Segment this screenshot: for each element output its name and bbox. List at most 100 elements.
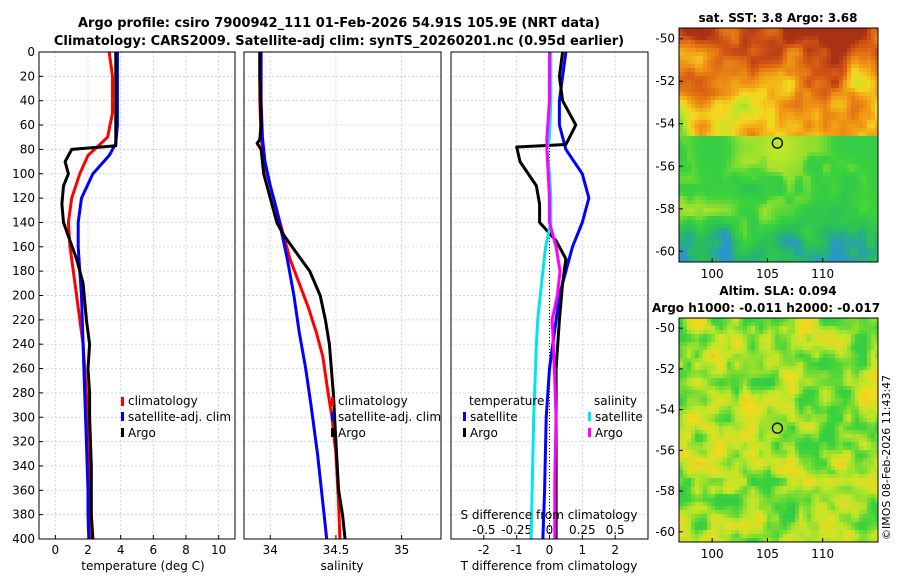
heatmap-cell xyxy=(867,240,872,245)
heatmap-cell xyxy=(687,176,692,181)
heatmap-cell xyxy=(683,204,688,209)
heatmap-cell xyxy=(719,104,724,109)
heatmap-cell xyxy=(823,180,828,185)
heatmap-cell xyxy=(811,36,816,41)
heatmap-cell xyxy=(687,338,692,343)
heatmap-cell xyxy=(747,346,752,351)
heatmap-cell xyxy=(719,76,724,81)
heatmap-cell xyxy=(683,228,688,233)
heatmap-cell xyxy=(707,108,712,113)
heatmap-cell xyxy=(687,378,692,383)
heatmap-cell xyxy=(699,184,704,189)
heatmap-cell xyxy=(823,192,828,197)
heatmap-cell xyxy=(815,68,820,73)
heatmap-cell xyxy=(775,426,780,431)
heatmap-cell xyxy=(747,96,752,101)
heatmap-cell xyxy=(787,76,792,81)
heatmap-cell xyxy=(855,56,860,61)
heatmap-cell xyxy=(699,236,704,241)
heatmap-cell xyxy=(755,232,760,237)
heatmap-cell xyxy=(795,454,800,459)
heatmap-cell xyxy=(735,362,740,367)
heatmap-cell xyxy=(811,224,816,229)
heatmap-cell xyxy=(727,418,732,423)
heatmap-cell xyxy=(859,168,864,173)
heatmap-cell xyxy=(687,212,692,217)
heatmap-cell xyxy=(767,184,772,189)
heatmap-cell xyxy=(779,116,784,121)
heatmap-cell xyxy=(827,390,832,395)
heatmap-cell xyxy=(683,458,688,463)
heatmap-cell xyxy=(847,370,852,375)
heatmap-cell xyxy=(731,208,736,213)
heatmap-cell xyxy=(719,390,724,395)
heatmap-cell xyxy=(795,40,800,45)
heatmap-cell xyxy=(735,366,740,371)
heatmap-cell xyxy=(695,36,700,41)
heatmap-cell xyxy=(819,184,824,189)
heatmap-cell xyxy=(767,212,772,217)
heatmap-cell xyxy=(747,434,752,439)
heatmap-cell xyxy=(835,334,840,339)
heatmap-cell xyxy=(795,64,800,69)
heatmap-cell xyxy=(727,398,732,403)
heatmap-cell xyxy=(703,92,708,97)
heatmap-cell xyxy=(815,144,820,149)
heatmap-cell xyxy=(679,224,684,229)
heatmap-cell xyxy=(759,322,764,327)
heatmap-cell xyxy=(843,454,848,459)
heatmap-cell xyxy=(743,454,748,459)
heatmap-cell xyxy=(847,184,852,189)
heatmap-cell xyxy=(723,402,728,407)
heatmap-cell xyxy=(723,338,728,343)
heatmap-cell xyxy=(759,96,764,101)
heatmap-cell xyxy=(767,224,772,229)
heatmap-cell xyxy=(711,378,716,383)
heatmap-cell xyxy=(779,200,784,205)
heatmap-cell xyxy=(711,458,716,463)
heatmap-cell xyxy=(775,204,780,209)
heatmap-cell xyxy=(699,350,704,355)
heatmap-cell xyxy=(787,398,792,403)
heatmap-cell xyxy=(699,458,704,463)
heatmap-cell xyxy=(787,200,792,205)
heatmap-cell xyxy=(695,140,700,145)
heatmap-cell xyxy=(763,104,768,109)
heatmap-cell xyxy=(787,80,792,85)
heatmap-cell xyxy=(695,212,700,217)
heatmap-cell xyxy=(683,180,688,185)
heatmap-cell xyxy=(851,116,856,121)
heatmap-cell xyxy=(863,406,868,411)
heatmap-cell xyxy=(683,462,688,467)
heatmap-cell xyxy=(791,40,796,45)
heatmap-cell xyxy=(739,322,744,327)
heatmap-cell xyxy=(707,188,712,193)
heatmap-cell xyxy=(803,152,808,157)
heatmap-cell xyxy=(815,184,820,189)
heatmap-cell xyxy=(875,72,878,77)
heatmap-cell xyxy=(755,438,760,443)
heatmap-cell xyxy=(711,64,716,69)
heatmap-cell xyxy=(763,168,768,173)
heatmap-cell xyxy=(815,108,820,113)
heatmap-cell xyxy=(691,410,696,415)
heatmap-cell xyxy=(683,386,688,391)
heatmap-cell xyxy=(771,200,776,205)
heatmap-cell xyxy=(875,350,878,355)
heatmap-cell xyxy=(679,108,684,113)
heatmap-cell xyxy=(707,136,712,141)
heatmap-cell xyxy=(807,76,812,81)
heatmap-cell xyxy=(711,108,716,113)
heatmap-cell xyxy=(703,362,708,367)
heatmap-cell xyxy=(851,200,856,205)
heatmap-cell xyxy=(875,212,878,217)
heatmap-cell xyxy=(691,48,696,53)
heatmap-cell xyxy=(707,346,712,351)
heatmap-cell xyxy=(703,152,708,157)
heatmap-cell xyxy=(691,128,696,133)
heatmap-cell xyxy=(695,426,700,431)
heatmap-cell xyxy=(867,172,872,177)
heatmap-cell xyxy=(807,386,812,391)
heatmap-cell xyxy=(759,92,764,97)
heatmap-cell xyxy=(799,104,804,109)
